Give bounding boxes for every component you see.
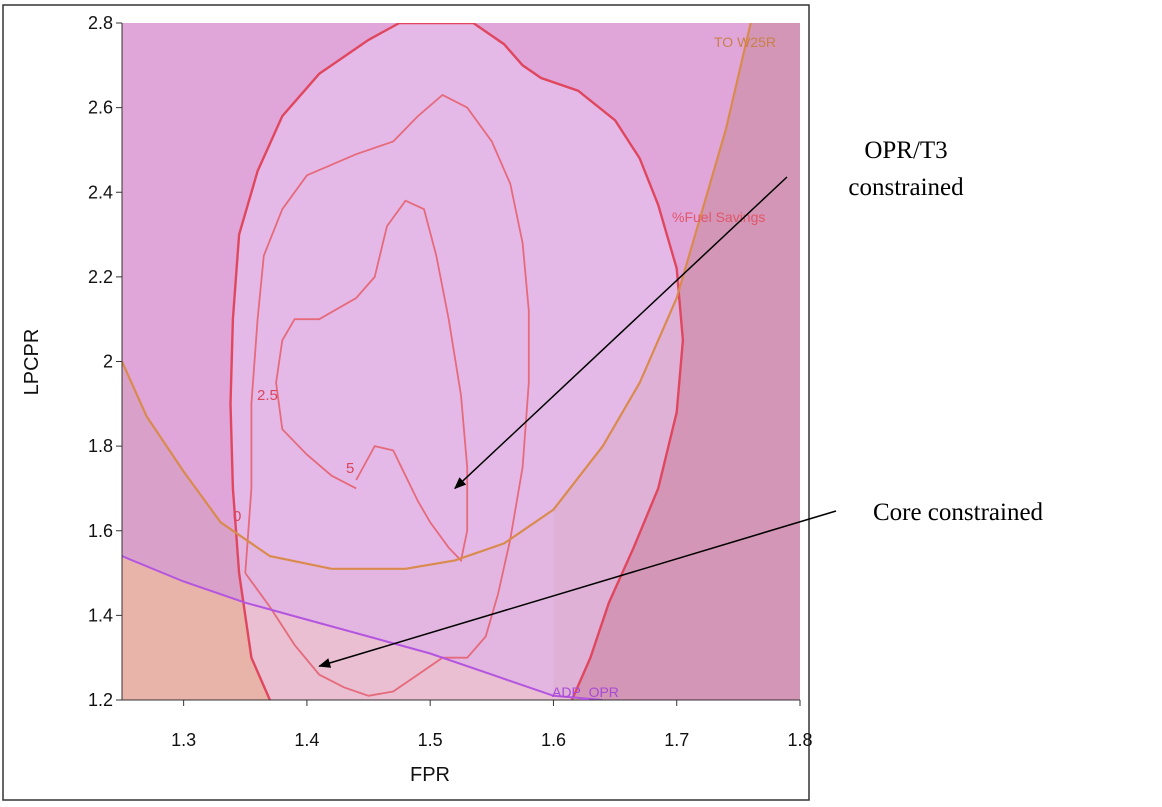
core-constrained-region <box>122 556 603 700</box>
y-tick-label: 1.8 <box>88 436 113 456</box>
contour-label-2-5: 2.5 <box>257 387 278 404</box>
y-axis-ticks: 1.2 1.4 1.6 1.8 2 2.2 2.4 2.6 2.8 <box>88 13 122 710</box>
adp-opr-label: ADP_OPR <box>552 684 619 700</box>
x-tick-label: 1.4 <box>294 730 319 750</box>
y-tick-label: 1.6 <box>88 521 113 541</box>
y-axis-title: LPCPR <box>21 329 43 396</box>
contour-label-0: 0 <box>233 508 241 525</box>
x-tick-label: 1.8 <box>787 730 812 750</box>
adp-opr-line <box>122 555 603 700</box>
contour-line-5 <box>275 199 469 563</box>
to-w25r-label: TO W25R <box>714 34 776 50</box>
y-tick-label: 1.2 <box>88 690 113 710</box>
x-tick-label: 1.6 <box>541 730 566 750</box>
x-axis-ticks: 1.3 1.4 1.5 1.6 1.7 1.8 <box>171 700 813 750</box>
y-tick-label: 1.4 <box>88 605 113 625</box>
plot-regions <box>122 23 800 700</box>
contour-line-0 <box>229 23 685 700</box>
x-tick-label: 1.5 <box>418 730 443 750</box>
contour-label-5: 5 <box>346 460 354 477</box>
y-tick-label: 2.2 <box>88 267 113 287</box>
to-w25r-line <box>122 23 752 570</box>
x-tick-label: 1.3 <box>171 730 196 750</box>
fuel-savings-region <box>230 23 683 700</box>
annotation-opr-t3-line2: constrained <box>848 174 964 201</box>
y-tick-label: 2.4 <box>88 182 113 202</box>
contour-line-2-5 <box>244 93 530 697</box>
annotation-arrow-core <box>318 510 837 668</box>
fuel-savings-label: %Fuel Savings <box>672 209 765 225</box>
x-axis-title: FPR <box>410 764 450 786</box>
y-tick-label: 2.6 <box>88 98 113 118</box>
annotation-core-constrained: Core constrained <box>873 499 1044 526</box>
y-tick-label: 2 <box>103 352 113 372</box>
x-tick-label: 1.7 <box>664 730 689 750</box>
y-tick-label: 2.8 <box>88 13 113 33</box>
annotation-arrow-opr-t3 <box>454 176 788 490</box>
annotation-opr-t3-line1: OPR/T3 <box>864 137 947 164</box>
